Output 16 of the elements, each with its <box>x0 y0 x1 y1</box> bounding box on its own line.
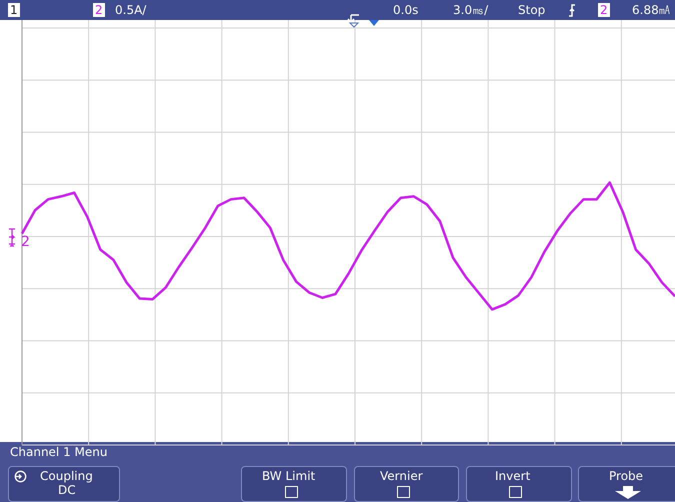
text: Vernier <box>380 469 423 483</box>
text: Invert <box>495 469 530 483</box>
text: 2 <box>93 3 105 17</box>
text: 6.88㎃ <box>632 3 671 17</box>
text: Channel 1 Menu <box>10 445 108 459</box>
text: Coupling <box>40 469 93 483</box>
text: 1 <box>8 3 20 17</box>
text: DC <box>58 483 76 497</box>
text: Probe <box>609 469 644 483</box>
annotation: 2 <box>21 234 30 250</box>
text: 0.0s <box>393 3 418 17</box>
text: 2 <box>598 3 610 17</box>
text: Stop <box>518 3 546 17</box>
text: 0.5A/ <box>115 3 146 17</box>
text: BW Limit <box>262 469 316 483</box>
text: 3.0㎳/ <box>453 3 488 17</box>
